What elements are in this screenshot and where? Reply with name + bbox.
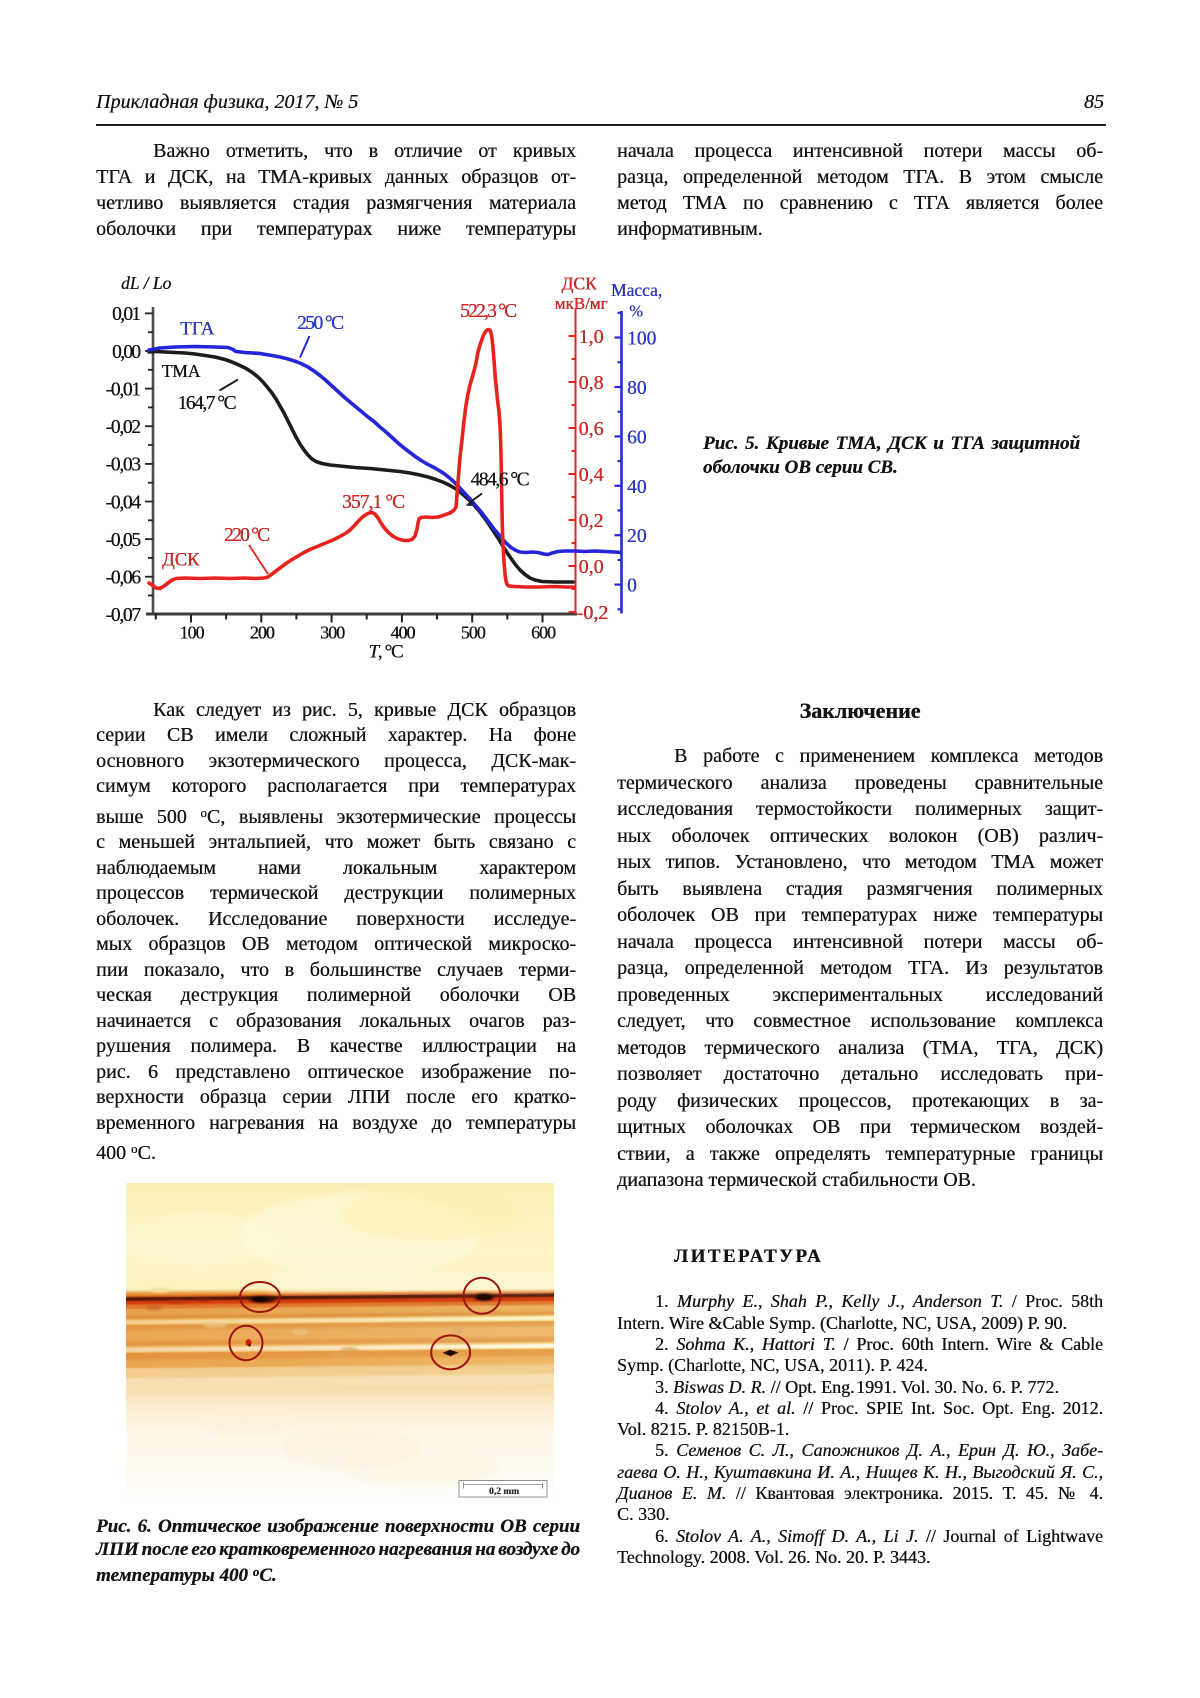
- svg-text:dL / Lo: dL / Lo: [121, 273, 172, 293]
- svg-text:400: 400: [390, 623, 415, 643]
- svg-text:T, °C: T, °C: [369, 642, 404, 663]
- svg-text:484,6 °C: 484,6 °C: [471, 470, 530, 491]
- svg-text:0,01: 0,01: [112, 304, 141, 325]
- svg-text:0,2: 0,2: [579, 510, 604, 532]
- svg-text:ДСК: ДСК: [162, 551, 200, 571]
- svg-text:164,7 °C: 164,7 °C: [178, 393, 237, 414]
- svg-text:-0,2: -0,2: [577, 602, 609, 624]
- svg-text:100: 100: [180, 623, 205, 643]
- svg-text:-0,03: -0,03: [106, 455, 142, 476]
- svg-text:-0,04: -0,04: [106, 492, 142, 513]
- svg-text:ТГА: ТГА: [180, 318, 215, 339]
- svg-text:220 °C: 220 °C: [224, 525, 270, 546]
- svg-text:ДСК: ДСК: [561, 274, 597, 294]
- svg-text:357,1 °C: 357,1 °C: [342, 492, 405, 513]
- svg-text:60: 60: [627, 427, 647, 448]
- svg-text:%: %: [629, 302, 643, 321]
- svg-text:-0,07: -0,07: [106, 605, 142, 626]
- svg-text:0: 0: [627, 576, 637, 597]
- svg-text:0,0: 0,0: [579, 556, 604, 578]
- svg-text:100: 100: [627, 329, 656, 350]
- svg-text:-0,05: -0,05: [106, 530, 142, 551]
- svg-text:500: 500: [461, 623, 486, 643]
- svg-text:20: 20: [627, 526, 647, 547]
- svg-text:ТМА: ТМА: [162, 361, 201, 381]
- svg-text:40: 40: [627, 477, 647, 498]
- svg-text:-0,01: -0,01: [106, 379, 142, 400]
- svg-text:300: 300: [320, 623, 345, 643]
- svg-text:мкВ/мг: мкВ/мг: [555, 294, 608, 313]
- svg-text:200: 200: [250, 623, 275, 643]
- svg-text:1,0: 1,0: [579, 326, 604, 348]
- svg-text:-0,02: -0,02: [106, 417, 142, 438]
- svg-text:0,2 mm: 0,2 mm: [489, 1487, 519, 1497]
- svg-text:250 °C: 250 °C: [297, 313, 344, 334]
- svg-text:0,4: 0,4: [579, 464, 604, 486]
- svg-text:0,8: 0,8: [579, 372, 604, 394]
- svg-text:Масса,: Масса,: [611, 280, 662, 300]
- svg-text:600: 600: [531, 623, 556, 643]
- svg-text:522,3 °C: 522,3 °C: [460, 301, 517, 322]
- svg-text:80: 80: [627, 378, 647, 399]
- svg-text:0,6: 0,6: [579, 418, 604, 440]
- svg-text:0,00: 0,00: [112, 342, 141, 363]
- svg-text:-0,06: -0,06: [106, 568, 142, 589]
